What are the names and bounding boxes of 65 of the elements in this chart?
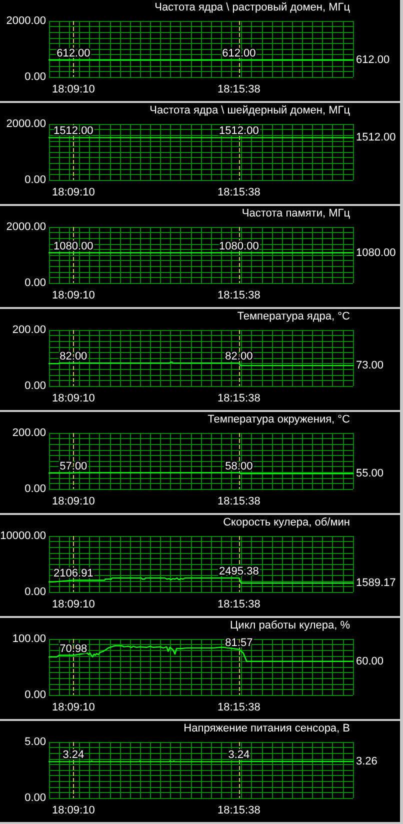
data-label: 55.00: [356, 468, 384, 480]
chart-title: Температура ядра, °C: [237, 310, 350, 322]
chart-title: Частота ядра \ шейдерный домен, МГц: [150, 104, 351, 116]
data-label: 612.00: [222, 47, 256, 60]
y-tick-label: 200.00: [12, 427, 46, 439]
x-tick-label: 18:09:10: [52, 598, 95, 610]
data-label: 3.26: [356, 755, 378, 768]
x-tick-label: 18:09:10: [52, 702, 95, 714]
y-tick-label: 0.00: [24, 586, 46, 598]
y-tick-label: 0.00: [24, 380, 46, 392]
chart-title: Температура окружения, °C: [208, 414, 350, 426]
data-label: 3.24: [62, 749, 84, 762]
data-label: 1512.00: [356, 132, 396, 144]
x-tick-label: 18:09:10: [52, 392, 95, 404]
data-label: 1080.00: [219, 240, 259, 252]
data-label: 58.00: [225, 460, 253, 472]
data-label: 612.00: [56, 47, 90, 60]
data-label: 1080.00: [356, 246, 396, 259]
x-tick-label: 18:15:38: [218, 392, 260, 404]
data-label: 60.00: [356, 655, 384, 668]
y-tick-label: 0.00: [24, 277, 46, 289]
line-series: [48, 645, 354, 662]
chart-title: Цикл работы кулера, %: [230, 620, 350, 632]
x-tick-label: 18:15:38: [218, 84, 260, 96]
x-tick-label: 18:09:10: [52, 804, 95, 816]
x-tick-label: 18:15:38: [218, 598, 260, 610]
y-tick-label: 10000.00: [0, 530, 46, 542]
data-label: 612.00: [356, 54, 390, 66]
data-label: 2495.38: [219, 566, 259, 578]
data-label: 82.00: [60, 350, 88, 363]
chart-title: Частота ядра \ растровый домен, МГц: [154, 2, 351, 14]
y-tick-label: 5.00: [24, 736, 46, 748]
y-tick-label: 2000.00: [6, 15, 46, 27]
data-label: 3.24: [228, 749, 250, 762]
chart-title: Скорость кулера, об/мин: [223, 516, 350, 528]
data-label: 81.57: [225, 636, 253, 649]
data-label: 73.00: [356, 360, 384, 372]
y-tick-label: 0.00: [24, 792, 46, 804]
data-label: 2106.91: [54, 568, 94, 580]
y-tick-label: 2000.00: [6, 221, 46, 233]
data-label: 1589.17: [356, 577, 396, 590]
x-tick-label: 18:09:10: [52, 84, 95, 96]
y-tick-label: 0.00: [24, 689, 46, 701]
x-tick-label: 18:15:38: [218, 702, 260, 714]
y-tick-label: 0.00: [24, 483, 46, 495]
x-tick-label: 18:15:38: [218, 186, 260, 198]
data-label: 1080.00: [54, 240, 94, 252]
data-label: 57.00: [60, 460, 88, 473]
x-tick-label: 18:09:10: [52, 186, 95, 198]
y-tick-label: 100.00: [12, 633, 46, 645]
data-label: 70.98: [60, 642, 88, 655]
x-tick-label: 18:15:38: [218, 804, 260, 816]
x-tick-label: 18:09:10: [52, 496, 95, 508]
y-tick-label: 200.00: [12, 324, 46, 336]
chart-title: Напряжение питания сенсора, В: [184, 722, 350, 734]
data-label: 1512.00: [54, 125, 94, 138]
y-tick-label: 0.00: [24, 71, 46, 83]
x-tick-label: 18:15:38: [218, 290, 260, 302]
x-tick-label: 18:15:38: [218, 496, 260, 508]
data-label: 1512.00: [219, 125, 259, 138]
data-label: 82.00: [225, 350, 253, 363]
x-tick-label: 18:09:10: [52, 290, 95, 302]
y-tick-label: 2000.00: [6, 118, 46, 130]
y-tick-label: 0.00: [24, 174, 46, 186]
chart-title: Частота памяти, МГц: [242, 208, 351, 220]
